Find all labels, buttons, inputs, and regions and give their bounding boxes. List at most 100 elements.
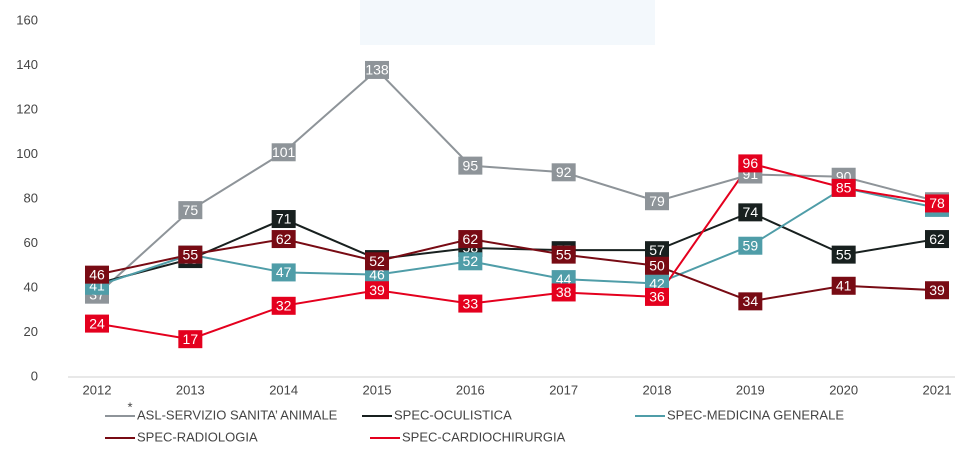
- data-label-box: [85, 314, 109, 333]
- data-label: 57: [649, 242, 665, 258]
- data-label-box: [551, 245, 576, 264]
- data-label-box: [925, 230, 949, 249]
- data-label: 96: [743, 155, 759, 171]
- data-label: 62: [929, 231, 945, 247]
- data-label-box: [551, 163, 576, 182]
- data-label-box: [365, 281, 389, 300]
- data-label-box: [458, 294, 483, 313]
- y-tick-label: 40: [24, 279, 38, 294]
- data-label-box: [738, 154, 763, 173]
- data-label: 78: [929, 195, 945, 211]
- y-tick-label: 120: [16, 101, 38, 116]
- y-tick-label: 0: [31, 368, 38, 383]
- data-label: 95: [463, 157, 479, 173]
- data-label-box: [458, 252, 483, 271]
- x-tick-label: 2013: [176, 382, 205, 397]
- legend-label: SPEC-RADIOLOGIA: [137, 429, 258, 444]
- data-label-box: [738, 236, 763, 255]
- data-label: 55: [183, 246, 199, 262]
- x-tick-label: 2021: [923, 382, 952, 397]
- data-label: 79: [649, 193, 665, 209]
- data-label: 39: [929, 282, 945, 298]
- legend-label: SPEC-CARDIOCHIRURGIA: [402, 429, 566, 444]
- data-label-box: [271, 230, 296, 249]
- data-label-box: [831, 245, 856, 264]
- data-label: 32: [276, 298, 292, 314]
- data-label-box: [458, 230, 483, 249]
- data-label-box: [645, 256, 669, 275]
- data-label: 55: [836, 246, 852, 262]
- data-label-box: [458, 156, 483, 175]
- data-label-box: [365, 60, 389, 79]
- x-tick-label: 2014: [269, 382, 298, 397]
- legend-label: ASL-SERVIZIO SANITA’ ANIMALE: [137, 407, 338, 422]
- legend-label: SPEC-MEDICINA GENERALE: [667, 407, 844, 422]
- x-tick-label: 2018: [643, 382, 672, 397]
- y-tick-label: 140: [16, 57, 38, 72]
- data-label-box: [271, 296, 296, 315]
- data-label-box: [831, 178, 856, 197]
- data-label: 46: [369, 266, 385, 282]
- data-label: 36: [649, 289, 665, 305]
- data-label: 75: [183, 202, 199, 218]
- data-label-box: [178, 201, 203, 220]
- data-label-box: [178, 245, 203, 264]
- data-label-box: [271, 263, 296, 282]
- data-label-box: [645, 241, 669, 260]
- x-tick-label: 2019: [736, 382, 765, 397]
- data-label-box: [925, 281, 949, 300]
- data-label: 47: [276, 264, 292, 280]
- y-tick-label: 80: [24, 190, 38, 205]
- data-label-box: [178, 330, 203, 349]
- background-panel: [360, 0, 655, 45]
- data-label-box: [271, 210, 296, 229]
- data-label: 62: [463, 231, 479, 247]
- data-label-box: [551, 283, 576, 302]
- data-label: 52: [369, 253, 385, 269]
- data-label: 71: [276, 211, 292, 227]
- data-label: 101: [272, 144, 296, 160]
- series-line: [96, 211, 938, 285]
- data-label: 62: [276, 231, 292, 247]
- data-label: 17: [183, 331, 199, 347]
- data-label: 33: [463, 295, 479, 311]
- data-label: 42: [649, 275, 665, 291]
- x-tick-label: 2020: [829, 382, 858, 397]
- data-label: 34: [743, 293, 759, 309]
- x-tick-label: 2015: [363, 382, 392, 397]
- data-label: 59: [743, 237, 759, 253]
- series-line: [96, 162, 938, 341]
- y-tick-label: 100: [16, 146, 38, 161]
- data-label: 44: [556, 271, 572, 287]
- annotation: *: [127, 399, 132, 414]
- series-line: [96, 238, 938, 303]
- data-label-box: [365, 252, 389, 271]
- data-label-box: [85, 265, 109, 284]
- data-label: 92: [556, 164, 572, 180]
- data-label-box: [645, 287, 669, 306]
- data-label-box: [645, 192, 669, 211]
- data-label: 138: [365, 62, 389, 78]
- data-label: 74: [743, 204, 759, 220]
- x-tick-label: 2016: [456, 382, 485, 397]
- data-label: 85: [836, 180, 852, 196]
- y-tick-label: 20: [24, 324, 38, 339]
- data-label: 52: [463, 253, 479, 269]
- data-label-box: [738, 292, 763, 311]
- data-label-box: [271, 143, 296, 162]
- data-label: 50: [649, 257, 665, 273]
- legend-label: SPEC-OCULISTICA: [394, 407, 512, 422]
- data-label-box: [738, 203, 763, 222]
- y-tick-label: 160: [16, 12, 38, 27]
- data-label: 39: [369, 282, 385, 298]
- series-line: [96, 186, 938, 287]
- data-label: 41: [836, 277, 852, 293]
- data-label: 55: [556, 246, 572, 262]
- data-label-box: [925, 194, 949, 213]
- x-tick-label: 2017: [549, 382, 578, 397]
- data-label: 46: [89, 266, 105, 282]
- y-tick-label: 60: [24, 235, 38, 250]
- data-label: 38: [556, 284, 572, 300]
- x-tick-label: 2012: [83, 382, 112, 397]
